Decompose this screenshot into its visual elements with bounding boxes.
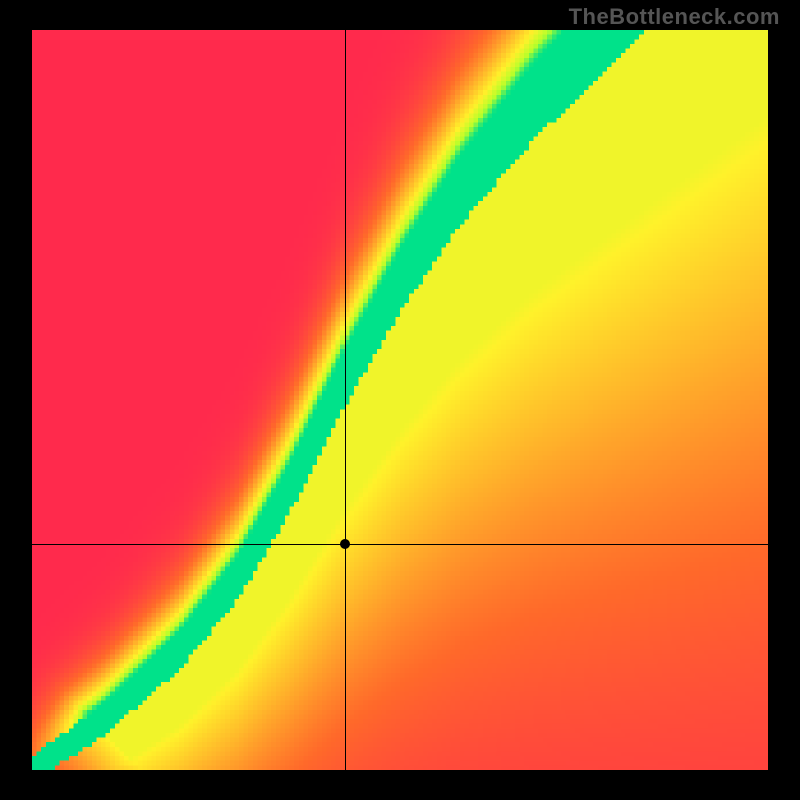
crosshair-horizontal [32,544,768,545]
watermark-text: TheBottleneck.com [569,4,780,30]
plot-area [32,30,768,770]
crosshair-marker [340,539,350,549]
chart-frame: TheBottleneck.com [0,0,800,800]
crosshair-vertical [345,30,346,770]
heatmap-canvas [32,30,768,770]
